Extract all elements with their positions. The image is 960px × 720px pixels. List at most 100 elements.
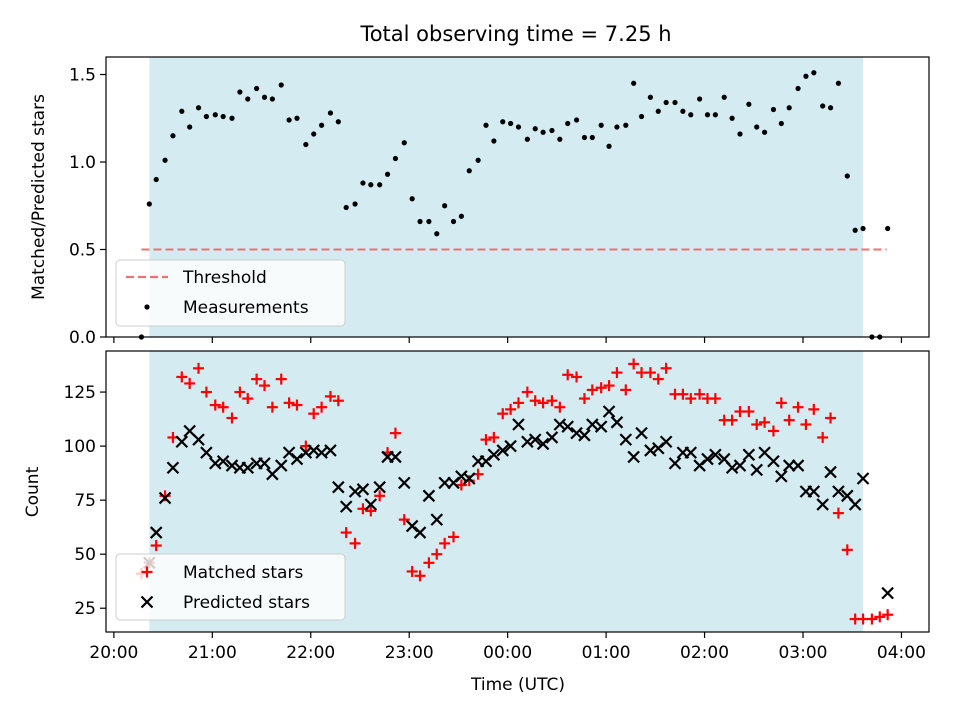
legend-matched-label: Matched stars [183, 563, 303, 583]
top-panel: 0.0 0.5 1.0 1.5 Matched/Predicted stars Thr… [29, 56, 930, 348]
matched-point [808, 403, 820, 415]
matched-point [709, 393, 721, 405]
matched-point [316, 401, 328, 413]
x-tick-label: 00:00 [483, 643, 532, 663]
measurement-point [549, 127, 555, 134]
predicted-point [158, 491, 172, 505]
matched-point [226, 412, 238, 424]
measurement-point [860, 225, 866, 232]
predicted-point [200, 446, 213, 459]
matched-point [291, 399, 303, 411]
bottom-matched-points [135, 358, 894, 625]
measurement-point [368, 182, 374, 188]
matched-point [817, 431, 829, 443]
measurement-point [458, 213, 464, 219]
measurement-point [778, 120, 784, 127]
predicted-point [496, 444, 510, 457]
legend-measurements-swatch [144, 304, 150, 310]
measurement-point [170, 133, 176, 139]
predicted-point [512, 418, 525, 431]
matched-point [389, 427, 401, 439]
matched-point [825, 412, 837, 424]
predicted-point [216, 454, 230, 468]
measurement-point [237, 89, 243, 95]
measurement-point [697, 96, 703, 102]
measurement-point [409, 196, 415, 202]
chart-title: Total observing time = 7.25 h [359, 22, 671, 46]
predicted-point [348, 485, 362, 498]
matched-point [586, 384, 598, 396]
matched-point [398, 514, 410, 526]
measurement-point [384, 171, 391, 177]
predicted-point [149, 526, 163, 539]
predicted-point [701, 452, 714, 466]
matched-point [800, 418, 812, 430]
matched-point [283, 397, 295, 409]
matched-point [349, 537, 361, 549]
predicted-point [586, 418, 599, 431]
matched-point [200, 386, 212, 398]
predicted-point [848, 498, 862, 511]
matched-point [571, 371, 583, 383]
predicted-point [504, 439, 517, 453]
matched-point [406, 565, 418, 577]
predicted-point [627, 450, 640, 464]
bottom-y-tick-label: 50 [74, 545, 96, 565]
measurement-point [220, 113, 226, 120]
predicted-point [644, 444, 657, 457]
matched-point [234, 386, 246, 398]
predicted-point [602, 405, 616, 418]
matched-point [505, 403, 517, 415]
predicted-point [791, 459, 805, 472]
bottom-predicted-points [143, 405, 894, 600]
bottom-y-axis: 25 50 75 100 125 [64, 383, 106, 619]
predicted-point [521, 435, 534, 449]
matched-point [677, 388, 689, 400]
bottom-panel: 20:00 21:00 22:00 23:00 00:00 01:00 02:00 03:00… [23, 350, 930, 695]
predicted-point [561, 420, 574, 433]
matched-point [882, 609, 894, 621]
matched-point [841, 544, 853, 556]
matched-point [751, 418, 763, 430]
predicted-point [881, 586, 894, 600]
bottom-legend: Matched stars Predicted stars [115, 553, 346, 621]
matched-point [562, 369, 574, 381]
top-y-tick-label: 1.5 [69, 66, 96, 86]
measurement-point [761, 129, 768, 135]
measurement-point [754, 124, 760, 130]
measurement-point [426, 218, 432, 225]
measurement-point [688, 112, 694, 118]
predicted-point [462, 472, 476, 485]
x-tick-label: 21:00 [188, 643, 237, 663]
legend-threshold-label: Threshold [182, 268, 267, 288]
measurement-point [598, 122, 604, 128]
measurement-point [311, 131, 317, 137]
matched-point [595, 382, 607, 394]
matched-point [209, 399, 221, 411]
matched-point [275, 373, 287, 385]
measurement-point [377, 182, 383, 188]
matched-point [546, 395, 558, 407]
measurement-point [508, 120, 514, 127]
predicted-point [389, 450, 402, 464]
measurement-point [680, 108, 686, 114]
predicted-point [430, 513, 444, 526]
measurement-point [540, 129, 546, 135]
measurement-point [318, 122, 325, 128]
measurement-point [327, 110, 334, 116]
predicted-point [422, 489, 436, 503]
matched-point [767, 425, 779, 437]
measurement-point [704, 112, 711, 118]
measurement-point [770, 106, 777, 113]
predicted-point [807, 485, 821, 498]
measurement-point [844, 173, 850, 179]
measurement-point [500, 119, 506, 125]
predicted-point [832, 485, 845, 498]
matched-point [340, 527, 352, 539]
bottom-y-tick-label: 25 [74, 599, 96, 619]
predicted-point [166, 461, 180, 475]
matched-point [783, 414, 795, 426]
top-panel-frame [105, 56, 930, 338]
matched-point [603, 380, 615, 392]
